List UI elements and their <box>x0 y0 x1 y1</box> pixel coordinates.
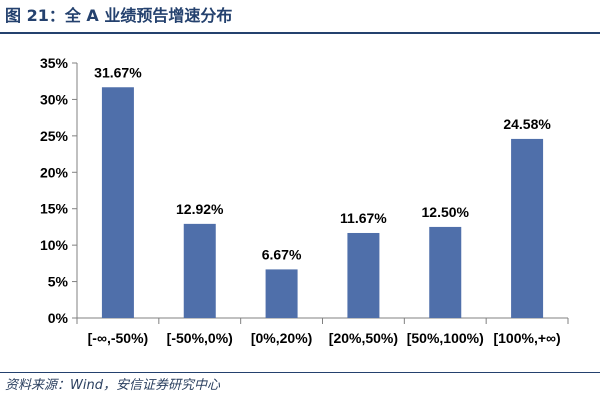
category-label: [0%,20%) <box>251 330 312 346</box>
data-label: 31.67% <box>94 64 142 80</box>
y-tick-label: 35% <box>40 55 69 71</box>
x-axis <box>76 317 569 324</box>
bar <box>183 223 216 318</box>
data-label: 6.67% <box>262 246 302 262</box>
source-divider <box>0 372 600 373</box>
y-tick-label: 30% <box>40 91 69 107</box>
category-labels: [-∞,-50%) [-50%,0%) [0%,20%) [20%,50%) [50%,… <box>88 330 561 346</box>
y-tick-label: 20% <box>40 164 69 180</box>
data-label: 24.58% <box>503 116 551 132</box>
bar <box>101 87 134 318</box>
title-divider <box>0 32 600 34</box>
y-axis: 0% 5% 10% 15% 20% 25% 30% 35% <box>40 55 78 326</box>
bar <box>429 226 462 318</box>
data-label: 12.50% <box>422 204 470 220</box>
bar <box>347 232 380 318</box>
source-note: 资料来源：Wind，安信证券研究中心 <box>5 378 220 393</box>
bar <box>511 138 544 318</box>
bar-chart: 0% 5% 10% 15% 20% 25% 30% 35% 31.67% 12.92% 6.67%… <box>40 55 569 346</box>
category-label: [50%,100%) <box>407 330 484 346</box>
category-label: [-∞,-50%) <box>88 330 149 346</box>
category-label: [-50%,0%) <box>167 330 233 346</box>
y-tick-label: 0% <box>48 310 69 326</box>
bars <box>101 87 544 318</box>
y-tick-label: 10% <box>40 237 69 253</box>
data-labels: 31.67% 12.92% 6.67% 11.67% 12.50% 24.58% <box>94 64 551 262</box>
category-label: [20%,50%) <box>329 330 398 346</box>
y-tick-label: 15% <box>40 201 69 217</box>
y-tick-label: 5% <box>48 274 69 290</box>
category-label: [100%,+∞) <box>493 330 560 346</box>
bar <box>265 269 298 318</box>
data-label: 11.67% <box>340 210 387 226</box>
figure-title: 图 21：全 A 业绩预告增速分布 <box>5 6 233 25</box>
data-label: 12.92% <box>176 201 224 217</box>
y-tick-label: 25% <box>40 128 69 144</box>
